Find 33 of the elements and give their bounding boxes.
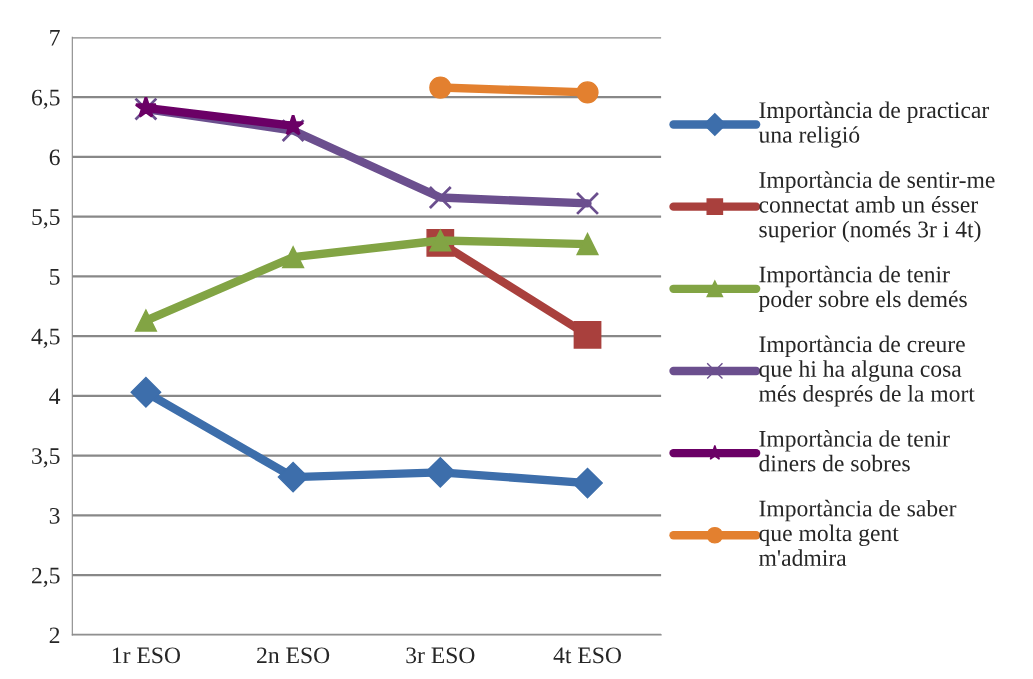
point [428, 185, 453, 210]
x-tick-label: 2n ESO [257, 647, 330, 664]
point [572, 467, 603, 499]
y-tick-label: 5 [50, 269, 60, 285]
point [576, 232, 599, 256]
point [429, 76, 452, 99]
y-tick-label: 3,5 [32, 448, 60, 468]
y-tick-label: 6,5 [32, 89, 60, 109]
point [134, 309, 158, 332]
y-tick-label: 3 [49, 507, 60, 524]
x-tick-label: 4t ESO [553, 647, 621, 664]
y-tick-label: 4 [49, 388, 61, 405]
y-tick-label: 4,5 [31, 328, 60, 348]
y-tick-label: 2 [49, 627, 60, 644]
legend-label: Importància de practicar una religió [758, 101, 990, 148]
y-tick-label: 5,5 [32, 209, 60, 229]
point [130, 376, 162, 408]
point [282, 246, 305, 269]
legend-label: Importància de saber que molta gent m'admira [759, 499, 957, 566]
legend-label: Importància de tenir poder sobre els demés [758, 265, 967, 312]
y-tick-label: 6 [49, 149, 60, 166]
point [576, 81, 599, 104]
point [575, 191, 600, 216]
legend-label: Importància de sentir-me connectat amb un ésser superior (només 3r i 4t) [759, 171, 995, 243]
x-tick-label: 3r ESO [406, 647, 475, 664]
legend-label: Importància de creure que hi ha alguna cosa més després de la mort [759, 335, 975, 407]
point [277, 461, 309, 493]
legend-label: Importància de tenir diners de sobres [759, 430, 950, 472]
y-tick-label: 7 [50, 30, 60, 46]
point [573, 321, 602, 349]
y-tick-label: 2,5 [32, 567, 60, 587]
point [281, 118, 305, 143]
x-tick-label: 1r ESO [112, 647, 181, 664]
